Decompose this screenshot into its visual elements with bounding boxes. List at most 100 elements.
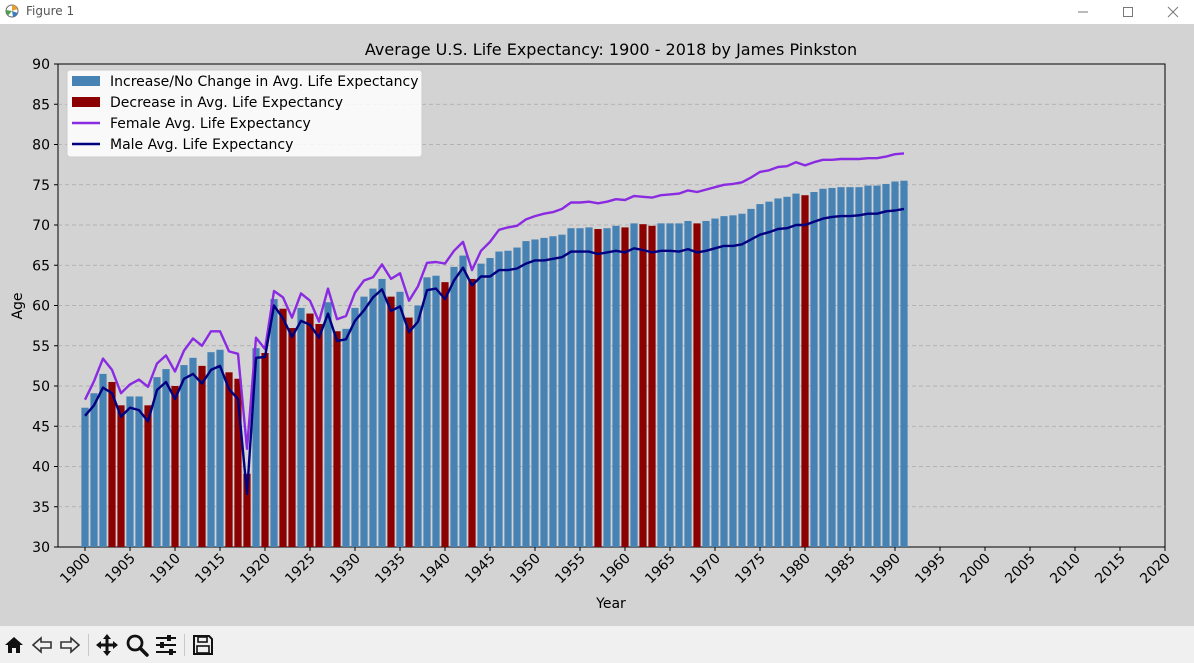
x-tick-label: 1910: [147, 551, 184, 588]
minimize-button[interactable]: [1060, 0, 1106, 24]
bar-decrease: [441, 282, 449, 547]
y-axis: 30 35 40 45 50 55 60 65 70 75 80 85 90: [32, 57, 58, 556]
bar-increase: [153, 377, 161, 547]
bar-decrease: [144, 405, 152, 547]
x-tick-label: 1920: [237, 551, 274, 588]
bar-increase: [891, 181, 899, 547]
bar-decrease: [171, 386, 179, 547]
bar-decrease: [621, 227, 629, 548]
bar-increase: [666, 223, 674, 547]
bar-increase: [414, 305, 422, 547]
bar-increase: [900, 180, 908, 547]
x-tick-label: 1915: [192, 551, 229, 588]
close-button[interactable]: [1150, 0, 1194, 24]
bar-increase: [342, 328, 350, 547]
bar-decrease: [801, 195, 809, 547]
bar-increase: [810, 191, 818, 547]
configure-subplots-button[interactable]: [152, 631, 180, 659]
bar-increase: [99, 373, 107, 547]
y-tick-label: 50: [32, 379, 50, 395]
bar-increase: [126, 396, 134, 547]
bar-increase: [837, 187, 845, 548]
window-title: Figure 1: [26, 4, 75, 18]
home-button[interactable]: [0, 631, 28, 659]
home-icon: [5, 637, 23, 653]
back-button[interactable]: [28, 631, 56, 659]
legend-box: [66, 69, 423, 158]
bar-increase: [882, 183, 890, 547]
back-icon: [31, 636, 52, 654]
x-tick-label: 1965: [642, 551, 679, 588]
x-tick-label: 1980: [777, 551, 814, 588]
bar-increase: [828, 187, 836, 547]
x-tick-label: 1995: [912, 551, 949, 588]
y-tick-label: 90: [32, 57, 50, 73]
life-expectancy-chart: Average U.S. Life Expectancy: 1900 - 201…: [10, 40, 1174, 612]
bar-increase: [324, 302, 332, 547]
y-tick-label: 30: [32, 540, 50, 556]
matplotlib-logo-icon: [5, 4, 19, 18]
bar-decrease: [261, 352, 269, 547]
bar-increase: [180, 365, 188, 547]
legend-label-increase: Increase/No Change in Avg. Life Expectan…: [110, 74, 418, 90]
bar-increase: [504, 250, 512, 547]
x-tick-label: 1955: [552, 551, 589, 588]
close-icon: [1167, 6, 1179, 18]
bar-increase: [90, 393, 98, 547]
x-tick-label: 2020: [1137, 551, 1174, 588]
x-tick-label: 2000: [957, 551, 994, 588]
x-tick-label: 1935: [372, 551, 409, 588]
zoom-icon: [126, 634, 149, 657]
bar-increase: [360, 296, 368, 547]
zoom-button[interactable]: [123, 631, 151, 659]
y-axis-label: Age: [10, 292, 26, 319]
bar-decrease: [333, 331, 341, 547]
forward-button[interactable]: [56, 631, 84, 659]
bar-increase: [450, 266, 458, 547]
bar-decrease: [234, 378, 242, 547]
bar-increase: [558, 234, 566, 547]
x-tick-label: 1900: [57, 551, 94, 588]
legend-label-decrease: Decrease in Avg. Life Expectancy: [110, 95, 343, 111]
y-tick-label: 70: [32, 218, 50, 234]
line-series: [83, 152, 905, 496]
x-tick-label: 1960: [597, 551, 634, 588]
bar-decrease: [279, 308, 287, 547]
bar-decrease: [648, 225, 656, 547]
bar-increase: [756, 204, 764, 547]
bar-increase: [846, 187, 854, 548]
bar-increase: [513, 247, 521, 548]
x-tick-label: 1950: [507, 551, 544, 588]
bar-increase: [702, 220, 710, 547]
x-tick-label: 1940: [417, 551, 454, 588]
x-tick-label: 1930: [327, 551, 364, 588]
maximize-button[interactable]: [1105, 0, 1151, 24]
save-icon: [193, 635, 213, 655]
bar-increase: [252, 348, 260, 547]
bar-increase: [765, 201, 773, 547]
y-tick-label: 75: [32, 178, 50, 194]
maximize-icon: [1123, 7, 1133, 17]
pan-button[interactable]: [93, 631, 121, 659]
bar-increase: [603, 228, 611, 547]
legend-label-female: Female Avg. Life Expectancy: [110, 116, 311, 132]
bar-increase: [855, 187, 863, 548]
x-tick-label: 1925: [282, 551, 319, 588]
toolbar-separator: [184, 634, 185, 656]
save-button[interactable]: [189, 631, 217, 659]
y-tick-label: 65: [32, 258, 50, 274]
forward-icon: [60, 636, 81, 654]
x-tick-label: 2010: [1047, 551, 1084, 588]
bar-increase: [720, 216, 728, 547]
x-tick-label: 1905: [102, 551, 139, 588]
x-tick-label: 1970: [687, 551, 724, 588]
bar-decrease: [225, 372, 233, 547]
bar-increase: [792, 193, 800, 548]
configure-icon: [156, 635, 176, 655]
bar-increase: [162, 369, 170, 547]
y-tick-label: 45: [32, 419, 50, 435]
bar-decrease: [108, 381, 116, 547]
bar-decrease: [243, 473, 251, 547]
bar-increase: [630, 223, 638, 547]
bar-increase: [576, 228, 584, 547]
